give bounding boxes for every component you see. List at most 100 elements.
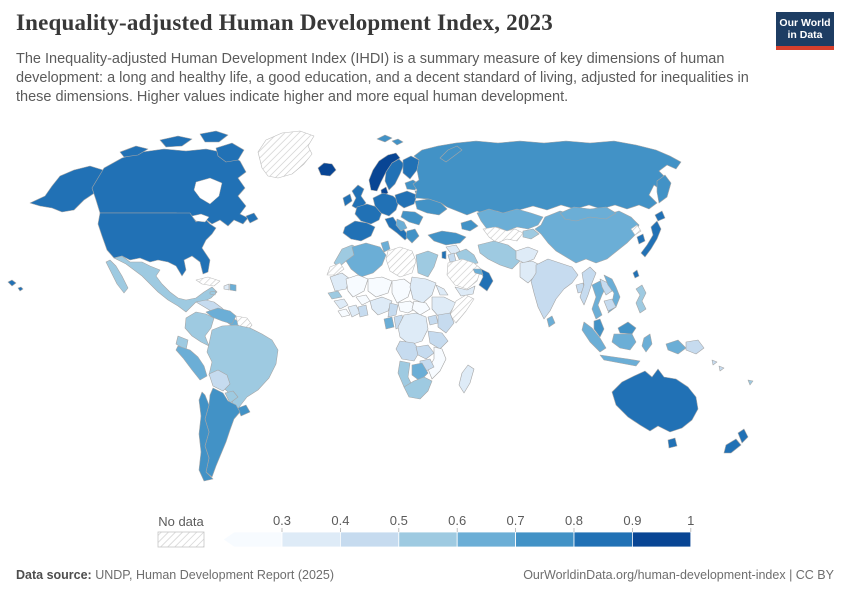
country-malaysia[interactable] <box>593 318 605 338</box>
country-ghana[interactable] <box>357 304 369 318</box>
legend-segment-0.5-0.6[interactable] <box>398 531 458 548</box>
country-indonesia-papua[interactable] <box>665 339 687 355</box>
country-uruguay[interactable] <box>237 404 251 417</box>
country-chile[interactable] <box>198 391 214 482</box>
country-turkey[interactable] <box>427 230 467 246</box>
country-dominican-republic[interactable] <box>229 283 237 292</box>
country-paraguay[interactable] <box>224 390 239 404</box>
country-iceland[interactable] <box>317 162 337 177</box>
legend-segment-lt-0.3[interactable] <box>222 531 283 548</box>
country-spain-portugal[interactable] <box>342 220 376 242</box>
footer-credit-link[interactable]: OurWorldinData.org/human-development-ind… <box>523 568 834 582</box>
country-kazakhstan[interactable] <box>476 208 544 232</box>
country-western-balkans[interactable] <box>395 218 408 232</box>
country-guinea[interactable] <box>333 298 349 310</box>
country-venezuela[interactable] <box>205 307 237 325</box>
country-western-sahara[interactable] <box>326 262 345 276</box>
country-mexico-baja[interactable] <box>105 259 129 294</box>
country-taiwan[interactable] <box>632 269 640 279</box>
country-sierra-leone-liberia[interactable] <box>337 308 351 318</box>
country-jamaica[interactable] <box>209 290 217 296</box>
country-turkmenistan-uzbekistan[interactable] <box>482 226 524 244</box>
legend-no-data-swatch[interactable] <box>157 531 205 548</box>
country-zambia[interactable] <box>415 344 435 360</box>
country-yemen[interactable] <box>454 285 476 297</box>
country-israel[interactable] <box>441 250 447 260</box>
country-philippines[interactable] <box>635 284 647 314</box>
country-nigeria[interactable] <box>369 296 393 316</box>
country-united-kingdom[interactable] <box>351 184 367 211</box>
country-jordan[interactable] <box>447 252 457 263</box>
country-fiji[interactable] <box>747 379 754 386</box>
country-malawi-mozambique[interactable] <box>427 346 447 380</box>
country-saudi-arabia[interactable] <box>446 258 482 290</box>
country-novaya-zemlya[interactable] <box>439 145 463 163</box>
country-baffin-island[interactable] <box>215 142 245 163</box>
country-solomon-islands[interactable] <box>711 359 725 372</box>
country-burkina-faso[interactable] <box>355 294 371 306</box>
legend-segment-0.8-0.9[interactable] <box>573 531 633 548</box>
country-algeria[interactable] <box>345 242 387 278</box>
country-madagascar[interactable] <box>458 364 475 394</box>
country-indonesia-java[interactable] <box>599 354 641 367</box>
country-bolivia[interactable] <box>208 369 231 392</box>
country-indonesia-borneo[interactable] <box>611 333 637 351</box>
country-vietnam[interactable] <box>603 274 621 314</box>
country-libya[interactable] <box>385 246 417 278</box>
country-angola[interactable] <box>395 340 421 362</box>
country-north-korea[interactable] <box>630 224 642 236</box>
country-greenland[interactable] <box>257 130 315 179</box>
country-svalbard[interactable] <box>376 134 404 146</box>
legend-segment-0.3-0.4[interactable] <box>281 531 341 548</box>
country-japan[interactable] <box>640 220 662 258</box>
country-finland[interactable] <box>402 155 420 180</box>
country-niger[interactable] <box>367 276 393 298</box>
country-papua-new-guinea[interactable] <box>685 339 705 355</box>
country-russia-kamchatka[interactable] <box>656 174 672 204</box>
country-iran[interactable] <box>477 240 521 270</box>
country-gabon[interactable] <box>383 316 395 330</box>
country-drc[interactable] <box>397 312 429 346</box>
country-sri-lanka[interactable] <box>546 315 556 328</box>
country-new-zealand[interactable] <box>723 428 749 454</box>
country-uae-qatar[interactable] <box>472 268 484 276</box>
country-mongolia[interactable] <box>559 206 617 222</box>
country-chad[interactable] <box>391 278 413 304</box>
country-france[interactable] <box>354 203 383 225</box>
country-kenya[interactable] <box>437 312 455 334</box>
country-sudan[interactable] <box>409 276 437 304</box>
country-japan-hokkaido[interactable] <box>654 210 666 222</box>
country-cuba[interactable] <box>195 276 221 287</box>
country-south-korea[interactable] <box>636 233 646 245</box>
country-eritrea[interactable] <box>435 284 449 296</box>
owid-logo[interactable]: Our World in Data <box>776 12 834 50</box>
country-malaysia-borneo[interactable] <box>617 321 637 335</box>
country-egypt[interactable] <box>415 250 439 278</box>
country-south-sudan[interactable] <box>411 300 431 316</box>
country-norway[interactable] <box>368 152 401 192</box>
country-poland-czechia[interactable] <box>394 190 418 209</box>
country-south-africa[interactable] <box>403 376 433 400</box>
country-afghanistan[interactable] <box>515 246 539 264</box>
country-somalia[interactable] <box>449 294 475 324</box>
country-sweden[interactable] <box>384 158 405 191</box>
country-caucasus[interactable] <box>460 219 479 232</box>
country-indonesia-sulawesi[interactable] <box>641 333 653 353</box>
country-canada-arctic-islands[interactable] <box>199 130 229 143</box>
country-canada-arctic-islands[interactable] <box>119 145 149 158</box>
country-mali[interactable] <box>345 274 369 298</box>
country-colombia[interactable] <box>184 311 215 347</box>
country-indonesia-sumatra[interactable] <box>581 321 607 353</box>
country-kyrgyzstan-tajikistan[interactable] <box>522 228 540 240</box>
country-namibia[interactable] <box>397 360 413 388</box>
country-peru[interactable] <box>175 345 208 381</box>
country-cameroon[interactable] <box>387 302 399 318</box>
country-tasmania[interactable] <box>667 437 678 449</box>
country-hawaii[interactable] <box>7 279 24 292</box>
country-australia[interactable] <box>611 368 699 433</box>
country-newfoundland[interactable] <box>245 212 259 224</box>
country-ireland[interactable] <box>342 193 353 207</box>
country-romania-bulgaria[interactable] <box>400 210 424 226</box>
legend-segment-0.4-0.5[interactable] <box>339 531 400 548</box>
country-canada-arctic-islands[interactable] <box>159 135 193 148</box>
